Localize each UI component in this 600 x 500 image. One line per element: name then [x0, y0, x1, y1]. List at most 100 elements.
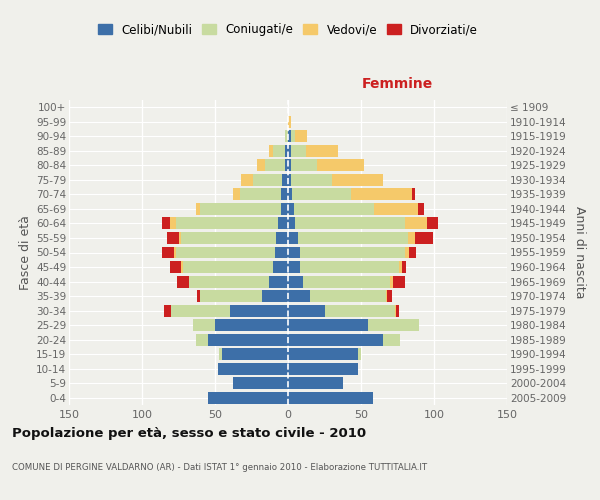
Bar: [299, 246, 405, 258]
Bar: [208, 392, 288, 404]
Bar: [288, 188, 292, 200]
Y-axis label: Anni di nascita: Anni di nascita: [574, 206, 586, 299]
Bar: [167, 232, 179, 244]
Bar: [278, 218, 288, 230]
Bar: [298, 232, 408, 244]
Bar: [288, 218, 295, 230]
Bar: [383, 334, 400, 345]
Bar: [288, 378, 343, 389]
Bar: [288, 203, 294, 215]
Bar: [405, 218, 427, 230]
Bar: [275, 246, 288, 258]
Bar: [265, 160, 285, 172]
Y-axis label: Fasce di età: Fasce di età: [19, 215, 32, 290]
Bar: [233, 188, 240, 200]
Bar: [396, 304, 399, 316]
Bar: [170, 261, 181, 273]
Bar: [281, 203, 288, 215]
Bar: [288, 116, 291, 128]
Bar: [197, 290, 200, 302]
Bar: [164, 304, 171, 316]
Bar: [295, 218, 405, 230]
Bar: [240, 188, 281, 200]
Bar: [291, 130, 295, 142]
Bar: [387, 290, 392, 302]
Bar: [253, 174, 282, 186]
Bar: [291, 174, 332, 186]
Bar: [310, 290, 386, 302]
Bar: [288, 276, 302, 287]
Bar: [285, 130, 288, 142]
Bar: [302, 276, 390, 287]
Bar: [288, 290, 310, 302]
Bar: [390, 276, 393, 287]
Bar: [288, 174, 291, 186]
Bar: [299, 261, 399, 273]
Bar: [163, 218, 170, 230]
Bar: [288, 392, 373, 404]
Bar: [305, 145, 338, 157]
Bar: [233, 378, 288, 389]
Bar: [415, 232, 433, 244]
Bar: [368, 319, 419, 331]
Bar: [288, 304, 325, 316]
Bar: [285, 160, 288, 172]
Bar: [285, 145, 288, 157]
Bar: [291, 145, 305, 157]
Bar: [351, 188, 412, 200]
Bar: [292, 188, 351, 200]
Text: Popolazione per età, sesso e stato civile - 2010: Popolazione per età, sesso e stato civil…: [12, 428, 366, 440]
Bar: [358, 348, 361, 360]
Text: COMUNE DI PERGINE VALDARNO (AR) - Dati ISTAT 1° gennaio 2010 - Elaborazione TUTT: COMUNE DI PERGINE VALDARNO (AR) - Dati I…: [12, 462, 427, 471]
Bar: [181, 232, 277, 244]
Bar: [215, 319, 288, 331]
Legend: Celibi/Nubili, Coniugati/e, Vedovi/e, Divorziati/e: Celibi/Nubili, Coniugati/e, Vedovi/e, Di…: [93, 18, 483, 41]
Bar: [183, 261, 274, 273]
Bar: [393, 276, 405, 287]
Text: Femmine: Femmine: [362, 77, 433, 91]
Bar: [196, 203, 200, 215]
Bar: [189, 276, 269, 287]
Bar: [208, 334, 288, 345]
Bar: [218, 362, 288, 374]
Bar: [427, 218, 439, 230]
Bar: [395, 304, 396, 316]
Bar: [325, 304, 395, 316]
Bar: [200, 203, 281, 215]
Bar: [262, 290, 288, 302]
Bar: [163, 246, 174, 258]
Bar: [200, 290, 262, 302]
Bar: [408, 232, 415, 244]
Bar: [230, 304, 288, 316]
Bar: [274, 261, 288, 273]
Bar: [257, 160, 265, 172]
Bar: [181, 261, 183, 273]
Bar: [193, 319, 215, 331]
Bar: [269, 145, 274, 157]
Bar: [176, 218, 278, 230]
Bar: [288, 145, 291, 157]
Bar: [374, 203, 418, 215]
Bar: [418, 203, 424, 215]
Bar: [288, 362, 358, 374]
Bar: [179, 232, 181, 244]
Bar: [174, 246, 176, 258]
Bar: [288, 130, 291, 142]
Bar: [277, 232, 288, 244]
Bar: [288, 334, 383, 345]
Bar: [196, 334, 208, 345]
Bar: [412, 188, 415, 200]
Bar: [291, 160, 317, 172]
Bar: [288, 232, 298, 244]
Bar: [241, 174, 253, 186]
Bar: [176, 246, 275, 258]
Bar: [399, 261, 402, 273]
Bar: [288, 319, 368, 331]
Bar: [294, 203, 374, 215]
Bar: [171, 304, 230, 316]
Bar: [409, 246, 416, 258]
Bar: [405, 246, 409, 258]
Bar: [274, 145, 285, 157]
Bar: [269, 276, 288, 287]
Bar: [288, 348, 358, 360]
